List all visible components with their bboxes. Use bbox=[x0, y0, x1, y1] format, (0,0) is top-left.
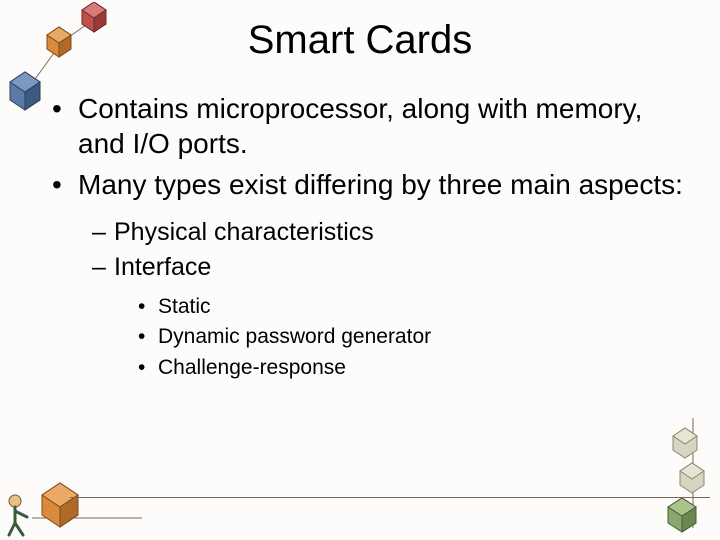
slide-title: Smart Cards bbox=[0, 0, 720, 71]
corner-art-bottom-left bbox=[2, 458, 142, 538]
bullet-list-l3: Static Dynamic password generator Challe… bbox=[138, 293, 690, 382]
bullet-l3: Challenge-response bbox=[138, 354, 690, 382]
corner-art-bottom-right bbox=[638, 418, 718, 538]
bullet-list-l1: Contains microprocessor, along with memo… bbox=[50, 91, 690, 382]
bullet-l1: Contains microprocessor, along with memo… bbox=[50, 91, 690, 161]
bullet-l2: Interface Static Dynamic password genera… bbox=[92, 251, 690, 383]
footer-rule bbox=[70, 497, 710, 498]
bullet-list-l2: Physical characteristics Interface Stati… bbox=[92, 216, 690, 382]
bullet-l3: Static bbox=[138, 293, 690, 321]
bullet-l1: Many types exist differing by three main… bbox=[50, 167, 690, 382]
slide-body: Contains microprocessor, along with memo… bbox=[0, 71, 720, 382]
bullet-l2-text: Interface bbox=[114, 253, 211, 281]
bullet-l1-text: Many types exist differing by three main… bbox=[78, 169, 683, 200]
bullet-l3: Dynamic password generator bbox=[138, 323, 690, 351]
slide: Smart Cards Contains microprocessor, alo… bbox=[0, 0, 720, 540]
bullet-l2: Physical characteristics bbox=[92, 216, 690, 249]
